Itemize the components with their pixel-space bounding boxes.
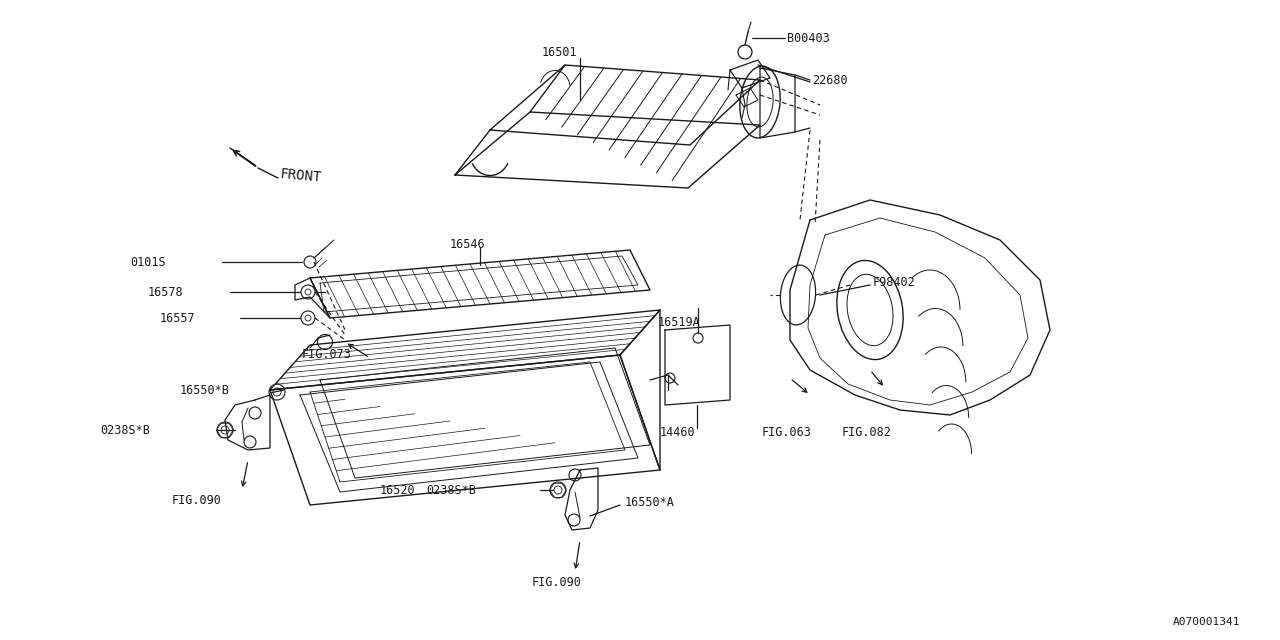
Text: FIG.090: FIG.090 bbox=[532, 575, 582, 589]
Text: 0238S*B: 0238S*B bbox=[426, 483, 476, 497]
Text: 16546: 16546 bbox=[451, 237, 485, 250]
Text: 16578: 16578 bbox=[148, 285, 183, 298]
Text: FRONT: FRONT bbox=[279, 167, 323, 184]
Text: 16501: 16501 bbox=[541, 45, 577, 58]
Text: 16550*B: 16550*B bbox=[180, 383, 230, 397]
Text: 0101S: 0101S bbox=[131, 255, 165, 269]
Text: 16557: 16557 bbox=[160, 312, 196, 324]
Text: F98402: F98402 bbox=[873, 276, 915, 289]
Text: FIG.090: FIG.090 bbox=[172, 493, 221, 506]
Text: 16520: 16520 bbox=[380, 483, 416, 497]
Text: 0238S*B: 0238S*B bbox=[100, 424, 150, 436]
Text: 22680: 22680 bbox=[812, 74, 847, 86]
Text: FIG.073: FIG.073 bbox=[302, 349, 352, 362]
Text: FIG.063: FIG.063 bbox=[762, 426, 812, 438]
Text: 16519A: 16519A bbox=[658, 316, 700, 328]
Text: FIG.082: FIG.082 bbox=[842, 426, 892, 438]
Text: 16550*A: 16550*A bbox=[625, 497, 675, 509]
Text: 14460: 14460 bbox=[660, 426, 695, 438]
Text: A070001341: A070001341 bbox=[1172, 617, 1240, 627]
Text: B00403: B00403 bbox=[787, 31, 829, 45]
